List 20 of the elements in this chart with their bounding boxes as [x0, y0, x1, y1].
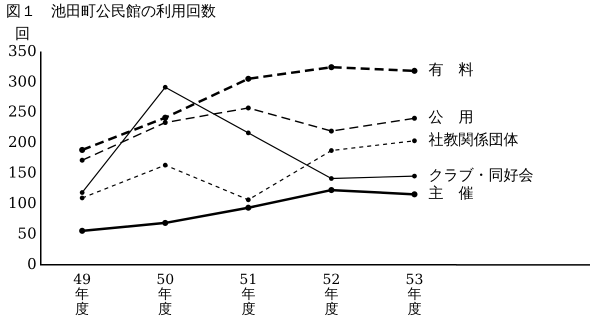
y-tick-label: 250 — [8, 102, 37, 121]
y-tick-label: 50 — [18, 224, 37, 242]
x-tick-label: 50年度 — [156, 272, 174, 318]
series-label: 主 催 — [428, 184, 474, 202]
y-tick-label: 100 — [8, 194, 37, 212]
y-tick-label: 200 — [8, 133, 37, 152]
series-label: 公 用 — [428, 108, 474, 126]
y-axis-title: 回 — [15, 24, 30, 42]
x-tick-label: 53年度 — [406, 272, 424, 318]
series-label: 有 料 — [428, 60, 474, 79]
series-label: クラブ・同好会 — [428, 166, 534, 184]
y-tick-label: 350 — [8, 42, 37, 60]
x-tick-label: 51年度 — [239, 272, 258, 318]
series-label: 社教関係団体 — [428, 130, 518, 149]
chart-title: 図１ 池田町公民館の利用回数 — [6, 2, 216, 21]
y-tick-label: 300 — [8, 72, 37, 90]
y-tick-label: 0 — [27, 254, 37, 273]
x-tick-label: 49年度 — [73, 272, 92, 318]
x-tick-label: 52年度 — [322, 272, 340, 318]
y-tick-label: 150 — [8, 164, 37, 182]
